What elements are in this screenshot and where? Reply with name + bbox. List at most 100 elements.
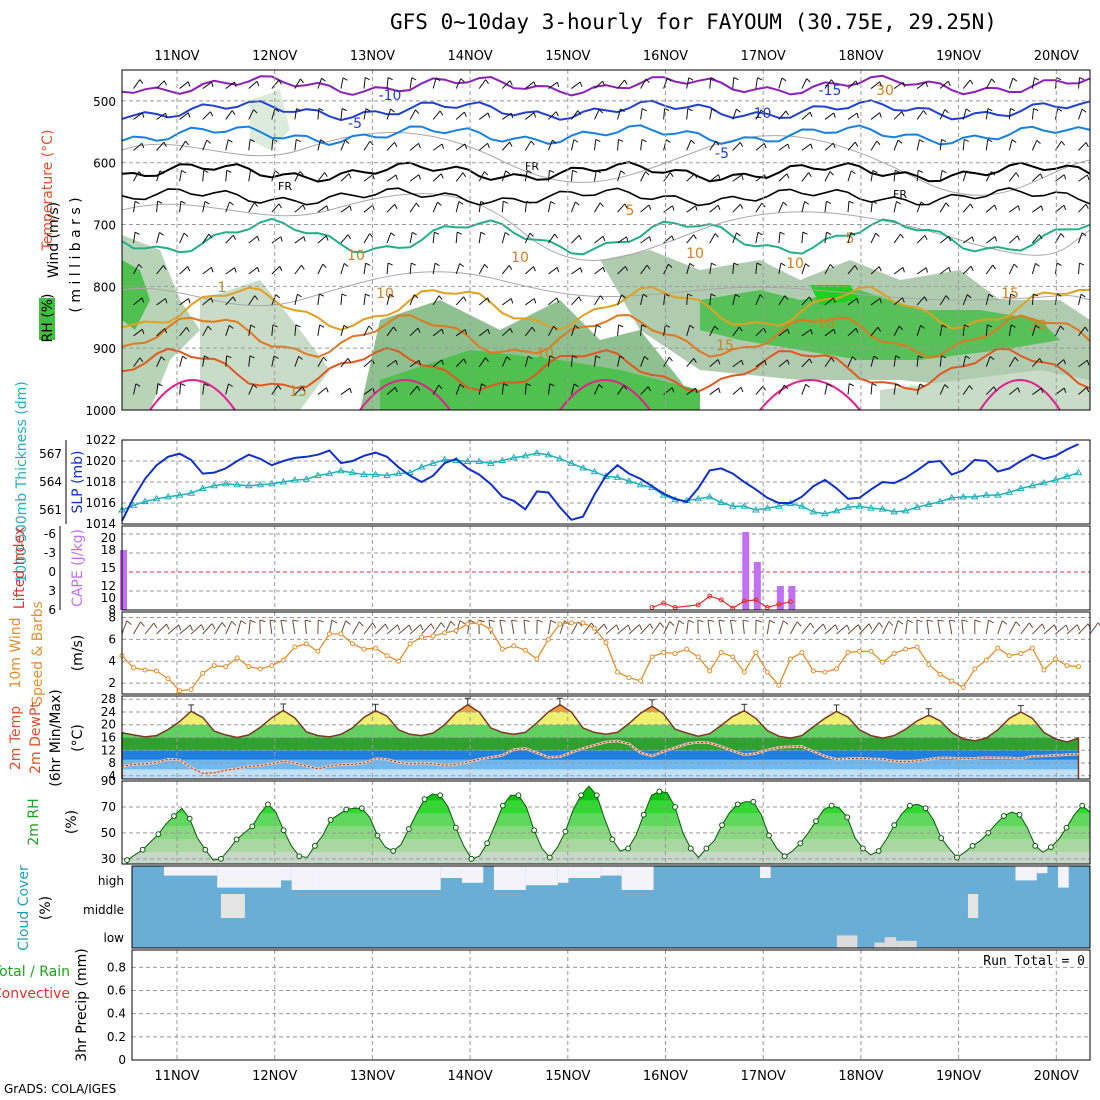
surface-wind-barb [1008, 621, 1017, 635]
li-tick-label: 0 [48, 565, 56, 579]
thickness-point [613, 473, 622, 480]
wind-barb [755, 232, 759, 244]
wind-barb-flag [394, 387, 398, 393]
high-cloud-cell [525, 866, 558, 886]
high-cloud-cell [281, 866, 292, 881]
surface-wind-barb-flag [697, 619, 704, 623]
wind-barb-flag [365, 293, 371, 297]
wind-barb-flag [878, 266, 882, 272]
wind-barb [870, 298, 881, 306]
wind-barb-flag [925, 267, 929, 273]
surface-wind-barb-flag [440, 622, 446, 628]
wind-barb [478, 201, 482, 213]
wind-barb-flag [710, 293, 716, 297]
slp-ylabel: SLP (mb) [70, 450, 86, 513]
wind-barb-flag [969, 79, 974, 85]
wind-barb [732, 174, 743, 182]
surface-wind-barb [997, 620, 1003, 635]
wind-barb [1008, 293, 1012, 305]
wind-barb-flag [785, 110, 789, 116]
temp-ylabel-1: 2m Temp [8, 706, 24, 770]
wind-barb-flag [439, 110, 444, 116]
wind-barb-flag [250, 324, 256, 328]
rh-band [127, 839, 1090, 853]
wind-barb-flag [829, 264, 835, 269]
wind-barb-flag [780, 262, 786, 267]
upper-air-units: ( m i l l i b a r s ) [68, 197, 84, 312]
wind-barb [225, 139, 229, 151]
thickness-point [890, 507, 898, 515]
wind-barb-flag [619, 355, 625, 359]
wind-barb [317, 324, 321, 336]
thickness-tick-label: 567 [39, 447, 62, 461]
wind-barb-flag [1084, 326, 1089, 332]
wind-speed-point [557, 621, 563, 627]
wind-barb [432, 384, 440, 395]
wind-barb-flag [211, 82, 214, 88]
wind-barb-flag [993, 386, 997, 392]
surface-wind-barb-flag [988, 619, 994, 624]
surface-wind-barb [985, 620, 989, 635]
wind-barb [547, 355, 551, 367]
wind-barb [1078, 142, 1087, 151]
wind-barb-flag [273, 355, 279, 359]
wind-speed-point [419, 634, 425, 640]
pressure-tick-label: 600 [93, 157, 116, 171]
wind-barb [478, 171, 485, 182]
wind-barb-flag [854, 141, 859, 147]
thickness-point [636, 480, 645, 488]
surface-wind-barb [213, 622, 223, 635]
surface-wind-barb [1066, 624, 1078, 635]
surface-wind-barb-flag [358, 621, 364, 627]
wind-barb [570, 170, 573, 182]
surface-wind-barb-flag [488, 619, 495, 622]
wind-barb-flag [826, 383, 832, 387]
wind-barb-flag [464, 143, 468, 149]
wind-barb [478, 264, 485, 275]
wind-barb-flag [690, 139, 696, 144]
wind-barb-flag [944, 109, 949, 114]
wind-barb [1031, 263, 1036, 275]
wind-barb-flag [645, 78, 650, 84]
wind-barb [939, 324, 943, 336]
surface-wind-barb-flag [742, 619, 749, 622]
wind-barb [870, 170, 874, 182]
wind-barb [939, 80, 949, 89]
wind-barb [571, 296, 580, 306]
wind-barb-flag [183, 232, 189, 237]
wind-barb-flag [626, 236, 629, 242]
wind-barb [156, 141, 165, 151]
wind-barb-flag [415, 202, 420, 208]
wind-speed-point [1052, 656, 1058, 662]
wind-barb [801, 296, 810, 306]
wind-barb [1055, 359, 1065, 368]
wind-speed-point [868, 648, 874, 654]
wind-barb [893, 170, 896, 182]
wind-barb-flag [969, 385, 973, 390]
wind-barb [640, 139, 643, 151]
wind-barb [317, 78, 323, 89]
wind-barb-flag [598, 384, 603, 389]
wind-barb [847, 201, 850, 213]
surface-wind-barb-flag [166, 623, 170, 630]
wind-barb [709, 233, 716, 244]
ylabel-thickness: 1000-500mb Thickness (dm) [14, 381, 30, 582]
wind-barb-flag [578, 296, 582, 302]
wind-speed-point [764, 669, 770, 675]
wind-barb-flag [188, 298, 191, 304]
wind-barb-flag [856, 112, 859, 119]
wind-barb [571, 81, 581, 89]
wind-barb [202, 267, 212, 275]
wind-barb-flag [1063, 205, 1067, 211]
wind-barb [1077, 77, 1080, 89]
wind-barb-flag [326, 205, 329, 211]
wind-barb-flag [717, 205, 721, 211]
wind-barb [801, 384, 807, 395]
temp-band [122, 759, 1079, 770]
thickness-point [1028, 481, 1037, 489]
wind-barb-flag [575, 201, 580, 206]
wind-barb [294, 294, 298, 306]
wind-barb-flag [341, 293, 347, 297]
